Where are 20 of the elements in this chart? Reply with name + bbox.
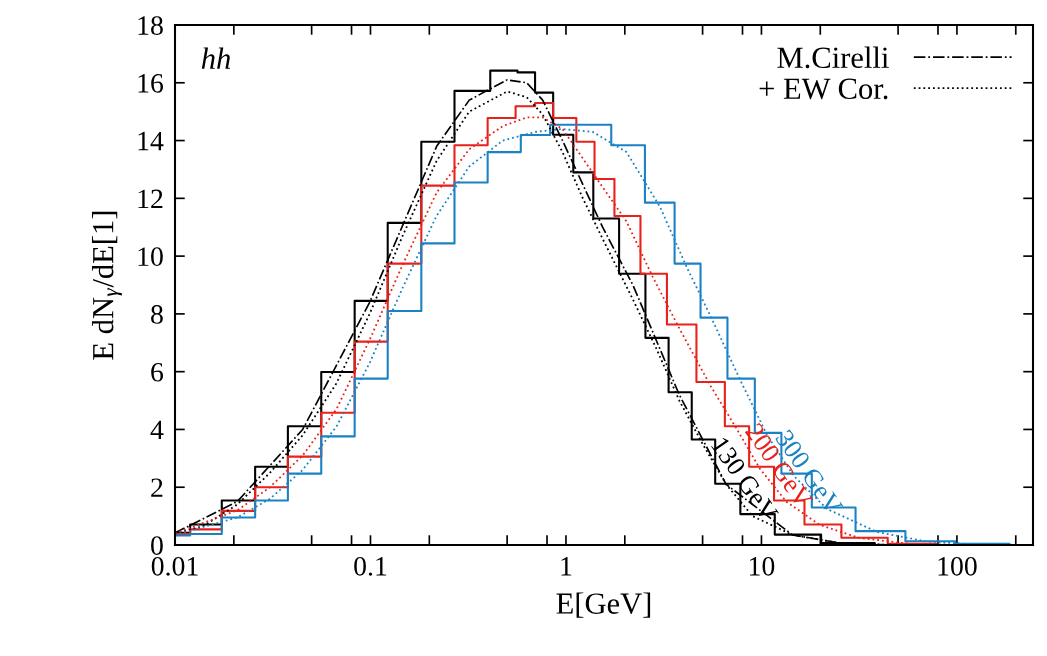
y-tick-label: 12 [138, 189, 163, 208]
text: 0.01 [151, 556, 198, 576]
y-tick-label: 8 [151, 305, 163, 324]
annotation: hh [201, 47, 231, 69]
y-tick-label: 4 [150, 420, 164, 440]
y-tick-label: 6 [151, 362, 164, 382]
y-tick-label: 18 [138, 16, 163, 35]
x-tick-label: 0.1 [354, 556, 387, 576]
y-axis-title: E dN$_{γ}$/dE[1] [91, 211, 122, 360]
y-tick-label: 14 [138, 131, 164, 151]
y-tick-label: 2 [151, 478, 163, 497]
x-tick-label: 1 [561, 557, 572, 576]
y-tick-label: 16 [138, 74, 164, 93]
x-tick-label: 10 [750, 556, 775, 576]
legend-label: + EW Cor. [759, 78, 888, 100]
legend-label: M.Cirelli [777, 46, 889, 69]
y-tick-label: 0 [151, 536, 163, 555]
x-tick-label: 100 [938, 556, 977, 576]
y-tick-label: 10 [138, 247, 163, 267]
x-axis-title: E[GeV] [556, 592, 651, 618]
